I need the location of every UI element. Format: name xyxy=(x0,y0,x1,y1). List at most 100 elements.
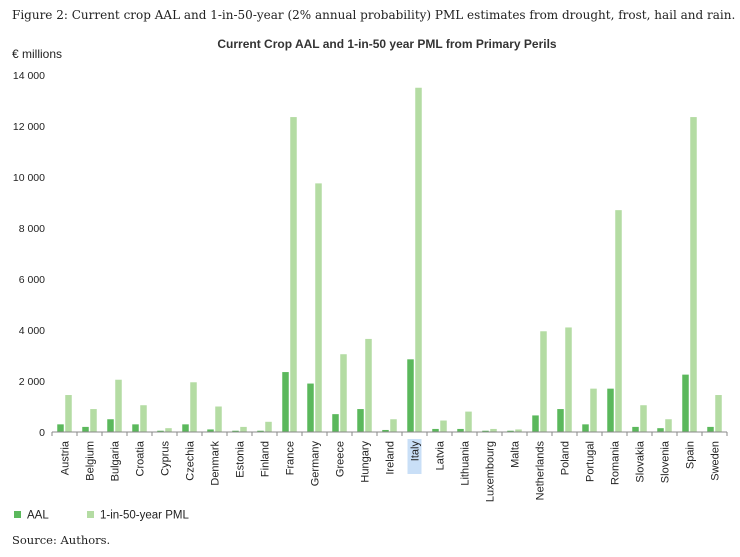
bar-pml-slovenia xyxy=(665,419,672,432)
legend-label-pml: 1-in-50-year PML xyxy=(100,510,189,522)
bar-pml-cyprus xyxy=(165,428,172,432)
x-tick-label: Latvia xyxy=(435,440,447,470)
bar-pml-finland xyxy=(265,421,272,432)
y-axis-ticks: 0 2 000 4 000 6 000 8 000 10 000 12 000 14 000 xyxy=(13,70,45,439)
legend-swatch-pml xyxy=(87,511,94,518)
y-tick-label: 4 000 xyxy=(19,325,45,337)
y-tick-label: 2 000 xyxy=(19,376,45,388)
bar-pml-france xyxy=(290,117,297,432)
bar-aal-greece xyxy=(332,414,339,432)
x-tick-label: France xyxy=(285,441,297,475)
bar-aal-luxembourg xyxy=(482,430,489,432)
bar-pml-austria xyxy=(65,395,72,432)
x-tick-label: Croatia xyxy=(135,440,147,476)
bar-aal-cyprus xyxy=(157,430,164,432)
x-tick-label: Luxembourg xyxy=(485,441,497,502)
bar-pml-czechia xyxy=(190,382,197,432)
x-tick-label: Netherlands xyxy=(535,441,547,501)
bar-pml-denmark xyxy=(215,406,222,432)
bar-aal-croatia xyxy=(132,424,139,432)
x-tick-label: Spain xyxy=(685,441,697,469)
x-tick-label: Poland xyxy=(560,441,572,475)
y-tick-label: 8 000 xyxy=(19,223,45,235)
bar-aal-finland xyxy=(257,430,264,432)
x-tick-label: Denmark xyxy=(210,441,222,486)
x-tick-label: Sweden xyxy=(710,441,722,481)
bar-aal-france xyxy=(282,372,289,432)
x-tick-label: Austria xyxy=(60,440,72,475)
bar-aal-austria xyxy=(57,424,64,432)
bar-aal-germany xyxy=(307,383,314,432)
x-tick-label: Malta xyxy=(510,440,522,468)
bar-pml-hungary xyxy=(365,338,372,432)
bar-pml-poland xyxy=(565,327,572,432)
bar-aal-latvia xyxy=(432,428,439,432)
bar-aal-romania xyxy=(607,388,614,432)
bar-aal-bulgaria xyxy=(107,419,114,432)
category-highlight xyxy=(407,439,422,474)
bar-aal-sweden xyxy=(707,426,714,432)
bar-aal-hungary xyxy=(357,409,364,432)
bar-pml-luxembourg xyxy=(490,428,497,432)
bar-pml-romania xyxy=(615,210,622,432)
bar-pml-croatia xyxy=(140,405,147,432)
x-tick-label: Greece xyxy=(335,441,347,477)
x-tick-label: Cyprus xyxy=(160,441,172,476)
bar-pml-netherlands xyxy=(540,331,547,432)
x-tick-label: Belgium xyxy=(85,441,97,481)
bar-pml-portugal xyxy=(590,388,597,432)
bar-aal-malta xyxy=(507,430,514,432)
bar-pml-bulgaria xyxy=(115,379,122,432)
bar-aal-italy xyxy=(407,359,414,432)
x-tick-label: Lithuania xyxy=(460,440,472,486)
x-tick-label: Italy xyxy=(410,441,422,462)
bars xyxy=(57,87,722,432)
y-tick-label: 10 000 xyxy=(13,172,45,184)
x-tick-label: Bulgaria xyxy=(110,440,122,481)
figure-caption: Figure 2: Current crop AAL and 1-in-50-y… xyxy=(12,8,736,22)
bar-pml-slovakia xyxy=(640,405,647,432)
bar-pml-sweden xyxy=(715,395,722,432)
x-tick-label: Hungary xyxy=(360,441,372,483)
chart-title: Current Crop AAL and 1-in-50 year PML fr… xyxy=(217,37,557,51)
bar-aal-netherlands xyxy=(532,415,539,432)
bar-pml-malta xyxy=(515,429,522,432)
legend-swatch-aal xyxy=(14,511,21,518)
y-tick-label: 0 xyxy=(39,427,45,439)
x-tick-label: Germany xyxy=(310,441,322,487)
legend-label-aal: AAL xyxy=(27,510,49,522)
bar-aal-slovenia xyxy=(657,428,664,432)
bar-pml-ireland xyxy=(390,419,397,432)
bar-pml-lithuania xyxy=(465,411,472,432)
bar-aal-denmark xyxy=(207,429,214,432)
x-tick-label: Slovenia xyxy=(660,440,672,483)
x-tick-label: Finland xyxy=(260,441,272,477)
bar-pml-spain xyxy=(690,117,697,432)
bar-pml-italy xyxy=(415,87,422,432)
y-axis-title: € millions xyxy=(12,47,62,61)
bar-pml-belgium xyxy=(90,409,97,432)
category-highlight-layer xyxy=(407,439,422,474)
bar-aal-slovakia xyxy=(632,426,639,432)
bar-pml-estonia xyxy=(240,426,247,432)
x-tick-label: Portugal xyxy=(585,441,597,482)
x-tick-label: Estonia xyxy=(235,440,247,478)
bar-pml-latvia xyxy=(440,420,447,432)
bar-aal-estonia xyxy=(232,430,239,432)
bar-aal-ireland xyxy=(382,429,389,432)
bar-pml-germany xyxy=(315,183,322,432)
legend: AAL 1-in-50-year PML xyxy=(14,510,189,522)
bar-pml-greece xyxy=(340,354,347,432)
bar-aal-poland xyxy=(557,409,564,432)
x-tick-label: Czechia xyxy=(185,440,197,481)
bar-aal-portugal xyxy=(582,424,589,432)
bar-aal-spain xyxy=(682,374,689,432)
y-tick-label: 12 000 xyxy=(13,121,45,133)
y-tick-label: 14 000 xyxy=(13,70,45,82)
x-tick-label: Romania xyxy=(610,440,622,485)
x-tick-label: Ireland xyxy=(385,441,397,475)
x-tick-label: Slovakia xyxy=(635,440,647,482)
y-tick-label: 6 000 xyxy=(19,274,45,286)
bar-aal-czechia xyxy=(182,424,189,432)
